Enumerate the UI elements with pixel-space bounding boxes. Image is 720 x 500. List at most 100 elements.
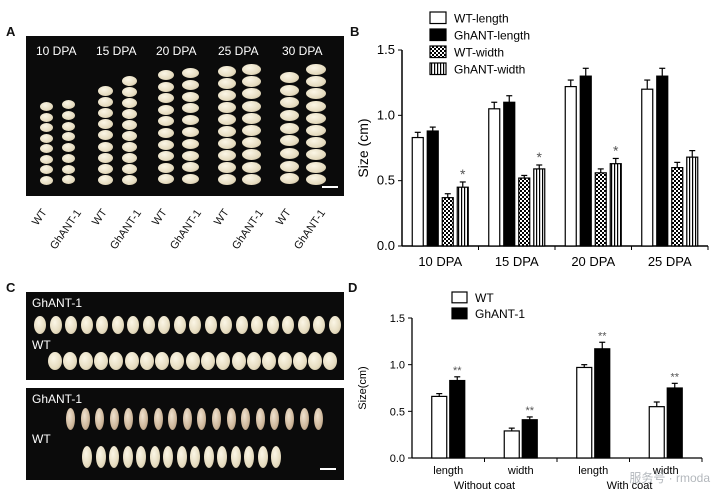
genotype-label: GhANT-1 — [32, 392, 83, 406]
seed — [218, 66, 236, 77]
seed — [62, 153, 75, 163]
seed — [217, 446, 227, 468]
seed — [218, 150, 236, 161]
legend-entry: GhANT-length — [454, 29, 530, 43]
seed — [122, 153, 137, 163]
seed — [241, 408, 251, 430]
bar — [441, 197, 454, 247]
bar — [488, 108, 501, 247]
seed — [280, 148, 299, 159]
seed — [297, 316, 310, 334]
legend-entry: GhANT-width — [454, 63, 525, 77]
significance-mark: ** — [525, 405, 534, 417]
seed — [40, 112, 53, 122]
seed — [139, 352, 154, 370]
genotype-label: GhANT-1 — [32, 296, 83, 310]
bar — [648, 406, 665, 459]
seed — [323, 352, 338, 370]
bar — [576, 366, 593, 459]
seed — [109, 446, 119, 468]
seed — [40, 133, 53, 143]
seed — [306, 125, 326, 136]
stage-label: 25 DPA — [218, 44, 259, 58]
seed — [158, 151, 174, 162]
seed — [306, 64, 326, 75]
seed — [34, 316, 46, 334]
genotype-axis-label: WT — [274, 206, 294, 228]
seed — [98, 86, 113, 96]
seed — [255, 408, 265, 430]
legend-entry: GhANT-1 — [475, 307, 525, 321]
seed — [280, 160, 299, 172]
seed — [242, 88, 261, 100]
significance-mark: * — [537, 149, 543, 165]
stage-label: 15 DPA — [96, 44, 137, 58]
seed — [98, 108, 113, 119]
seed — [66, 408, 75, 430]
seed — [158, 70, 174, 80]
seed — [163, 446, 173, 468]
bar — [594, 348, 611, 459]
x-tick-label: width — [507, 465, 534, 477]
seed — [122, 142, 137, 152]
seed — [218, 126, 236, 137]
seed — [306, 112, 326, 124]
seed — [78, 352, 93, 370]
scale-bar — [322, 186, 338, 188]
seed — [218, 162, 236, 173]
seed — [242, 149, 261, 161]
seed — [314, 408, 324, 430]
bar — [449, 379, 466, 459]
seed — [62, 175, 75, 185]
seed — [80, 316, 93, 334]
seed — [98, 97, 113, 108]
seed — [149, 446, 160, 468]
seed — [109, 408, 119, 430]
seed — [173, 316, 186, 334]
bar — [503, 430, 520, 459]
seed — [48, 352, 62, 370]
bar — [503, 101, 516, 247]
x-tick-label: 10 DPA — [418, 254, 462, 269]
y-tick-label: 0.0 — [377, 238, 395, 253]
seed — [122, 109, 137, 119]
seed — [216, 352, 231, 370]
seed — [127, 316, 139, 334]
x-tick-label: length — [578, 465, 608, 477]
seed — [182, 162, 199, 173]
seed — [280, 72, 299, 83]
group-label: Without coat — [454, 480, 515, 492]
seed — [218, 90, 236, 101]
bar — [431, 395, 448, 459]
stage-label: 30 DPA — [282, 44, 323, 58]
seed — [328, 316, 341, 334]
significance-mark: ** — [670, 371, 679, 383]
seed — [122, 87, 137, 97]
x-tick-label: 25 DPA — [648, 254, 692, 269]
x-tick-label: length — [433, 465, 463, 477]
panel-a-letter: A — [6, 24, 16, 39]
seed — [242, 173, 261, 185]
y-tick-label: 1.5 — [390, 313, 405, 325]
seed — [231, 352, 246, 370]
seed — [182, 68, 199, 78]
seed-photo-c-bottom: GhANT-1 WT — [26, 388, 344, 480]
seed — [109, 352, 124, 370]
seed — [62, 132, 75, 142]
seed — [190, 446, 200, 468]
panel-d-letter: D — [348, 280, 358, 295]
bar — [564, 85, 577, 247]
genotype-axis-label: GhANT-1 — [168, 207, 205, 253]
seed — [203, 446, 214, 468]
legend-swatch — [429, 62, 447, 76]
seed — [96, 316, 108, 334]
bar — [671, 167, 684, 247]
seed — [182, 150, 199, 161]
genotype-axis-label: WT — [212, 206, 232, 228]
seed — [139, 408, 148, 430]
seed — [270, 408, 280, 430]
seed — [158, 139, 174, 150]
seed-photo-a: 10 DPA 15 DPA 20 DPA 25 DPA 30 DPA — [26, 36, 344, 196]
y-tick-label: 1.0 — [377, 107, 395, 122]
seed — [40, 175, 53, 185]
